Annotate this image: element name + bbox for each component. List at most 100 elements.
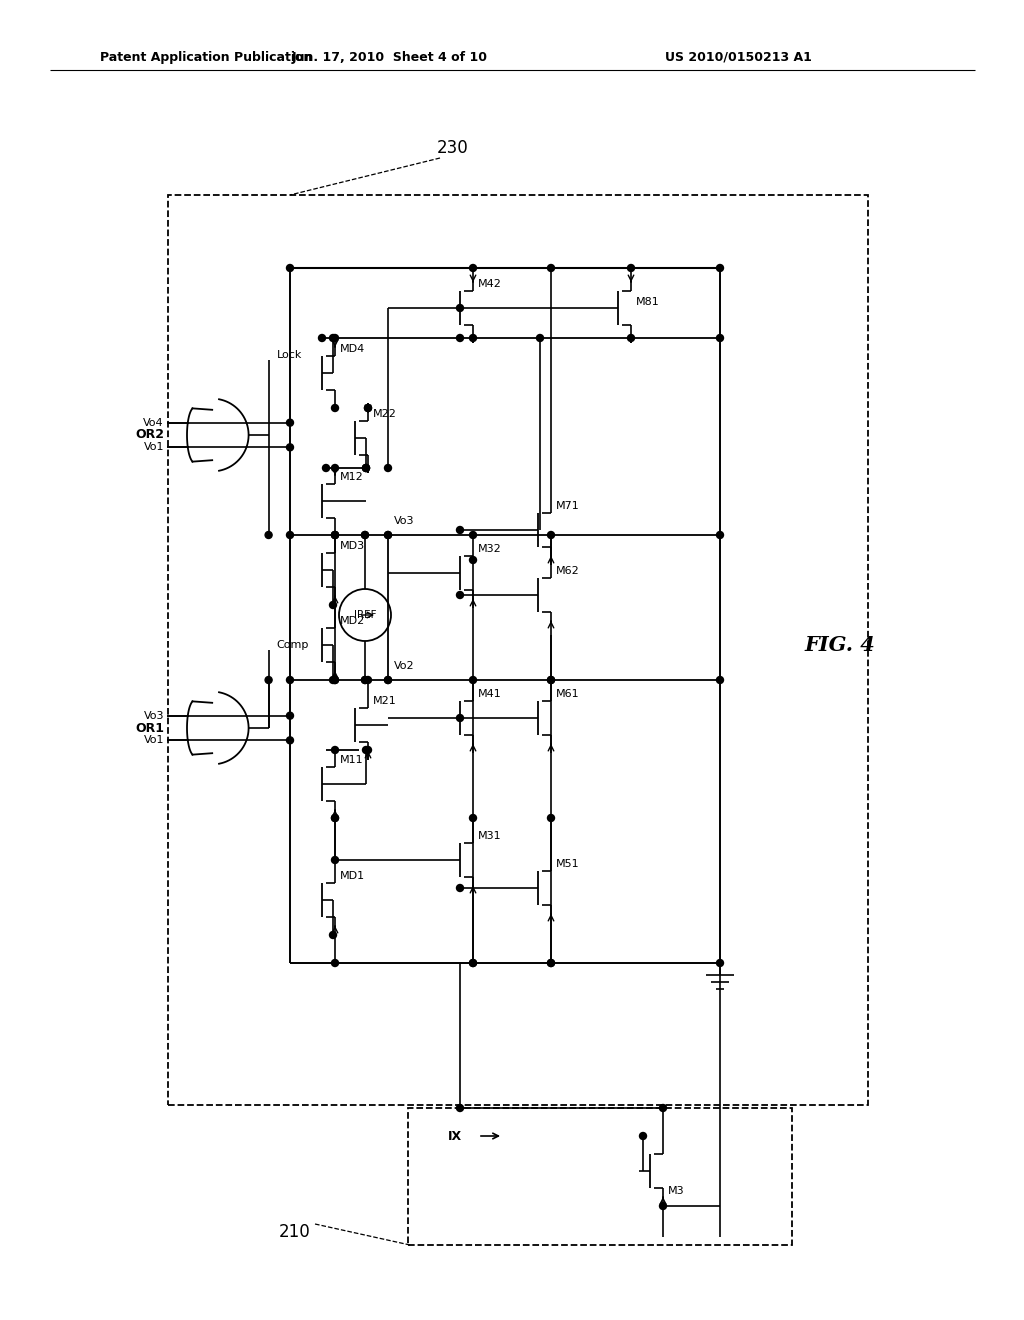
Circle shape (332, 334, 339, 342)
Circle shape (628, 264, 635, 272)
Text: M12: M12 (340, 473, 364, 482)
Text: Vo3: Vo3 (143, 710, 164, 721)
Circle shape (457, 1105, 464, 1111)
Circle shape (548, 960, 555, 966)
Circle shape (361, 676, 369, 684)
Circle shape (717, 264, 724, 272)
Text: 210: 210 (280, 1224, 311, 1241)
Bar (168, 195, 868, 1105)
Circle shape (659, 1203, 667, 1209)
Circle shape (362, 465, 370, 471)
Circle shape (361, 532, 369, 539)
Circle shape (548, 814, 555, 821)
Circle shape (384, 676, 391, 684)
Circle shape (332, 532, 339, 539)
Text: Vo4: Vo4 (143, 417, 164, 428)
Circle shape (548, 264, 555, 272)
Circle shape (361, 676, 369, 684)
Text: M81: M81 (636, 297, 659, 308)
Circle shape (384, 532, 391, 539)
Circle shape (332, 857, 339, 863)
Circle shape (362, 465, 370, 471)
Circle shape (362, 465, 370, 471)
Circle shape (628, 334, 635, 342)
Text: M42: M42 (478, 279, 502, 289)
Circle shape (384, 532, 391, 539)
Circle shape (469, 264, 476, 272)
Text: Patent Application Publication: Patent Application Publication (100, 50, 312, 63)
Circle shape (365, 676, 372, 684)
Circle shape (287, 532, 294, 539)
Text: M62: M62 (556, 566, 580, 576)
Text: MD3: MD3 (340, 541, 366, 550)
Text: M21: M21 (373, 696, 396, 706)
Circle shape (717, 960, 724, 966)
Circle shape (717, 532, 724, 539)
Text: M11: M11 (340, 755, 364, 766)
Circle shape (457, 305, 464, 312)
Text: M31: M31 (478, 832, 502, 841)
Circle shape (318, 334, 326, 342)
Circle shape (287, 737, 294, 744)
Circle shape (717, 334, 724, 342)
Circle shape (265, 676, 272, 684)
Circle shape (717, 676, 724, 684)
Circle shape (362, 747, 370, 754)
Text: MD4: MD4 (340, 345, 366, 354)
Circle shape (287, 676, 294, 684)
Text: US 2010/0150213 A1: US 2010/0150213 A1 (665, 50, 812, 63)
Text: MD2: MD2 (340, 616, 366, 626)
Circle shape (332, 404, 339, 412)
Circle shape (287, 713, 294, 719)
Text: M32: M32 (478, 544, 502, 554)
Text: M61: M61 (556, 689, 580, 700)
Bar (408, 1107, 792, 1245)
Text: Jun. 17, 2010  Sheet 4 of 10: Jun. 17, 2010 Sheet 4 of 10 (292, 50, 488, 63)
Circle shape (332, 676, 339, 684)
Text: MD1: MD1 (340, 871, 366, 880)
Circle shape (332, 532, 339, 539)
Circle shape (457, 884, 464, 891)
Circle shape (361, 532, 369, 539)
Text: Vo1: Vo1 (143, 442, 164, 453)
Circle shape (330, 334, 337, 342)
Text: OR1: OR1 (135, 722, 165, 734)
Circle shape (537, 334, 544, 342)
Text: OR2: OR2 (135, 429, 165, 441)
Circle shape (469, 557, 476, 564)
Circle shape (330, 602, 337, 609)
Text: M71: M71 (556, 502, 580, 511)
Circle shape (457, 591, 464, 598)
Text: FIG. 4: FIG. 4 (805, 635, 876, 655)
Text: Lock: Lock (276, 350, 302, 360)
Text: M51: M51 (556, 859, 580, 869)
Text: Vo2: Vo2 (394, 661, 415, 671)
Circle shape (365, 404, 372, 412)
Circle shape (365, 747, 372, 754)
Text: 230: 230 (437, 139, 469, 157)
Circle shape (287, 264, 294, 272)
Circle shape (365, 404, 372, 412)
Circle shape (457, 714, 464, 722)
Text: Comp: Comp (276, 640, 309, 649)
Circle shape (548, 960, 555, 966)
Circle shape (469, 960, 476, 966)
Text: Vo3: Vo3 (394, 516, 415, 525)
Circle shape (659, 1105, 667, 1111)
Text: IREF: IREF (353, 610, 376, 620)
Text: M3: M3 (668, 1185, 685, 1196)
Circle shape (640, 1133, 646, 1139)
Circle shape (332, 532, 339, 539)
Text: Vo1: Vo1 (143, 735, 164, 746)
Circle shape (332, 676, 339, 684)
Circle shape (469, 960, 476, 966)
Circle shape (332, 465, 339, 471)
Circle shape (457, 334, 464, 342)
Circle shape (265, 532, 272, 539)
Circle shape (332, 814, 339, 821)
Circle shape (548, 676, 555, 684)
Circle shape (330, 676, 337, 684)
Circle shape (323, 465, 330, 471)
Circle shape (287, 420, 294, 426)
Circle shape (332, 747, 339, 754)
